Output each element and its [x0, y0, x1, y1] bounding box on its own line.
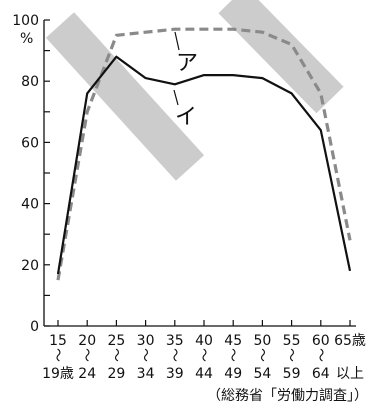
x-tick-label-end: 34 — [137, 366, 155, 382]
series-line-a — [56, 27, 352, 281]
x-tick-label: 65歳 — [334, 333, 366, 349]
watermark — [45, 0, 344, 181]
x-tick-tilde: 〜 — [195, 348, 211, 362]
x-tick-label: 15 — [49, 333, 67, 349]
series-label-a: ア — [176, 51, 198, 76]
series-label-leader — [173, 89, 179, 106]
x-tick-label-end: 以上 — [336, 366, 364, 382]
x-tick-label-end: 19歳 — [42, 366, 74, 382]
y-tick-label: 80 — [21, 74, 39, 90]
x-tick-tilde: 〜 — [283, 348, 299, 362]
y-tick-label: 0 — [30, 319, 39, 335]
x-tick-tilde: 〜 — [78, 348, 94, 362]
x-tick-label: 30 — [137, 333, 155, 349]
x-tick-label: 40 — [195, 333, 213, 349]
y-tick-label: 20 — [21, 258, 39, 274]
x-axis: 15〜19歳20〜2425〜2930〜3435〜3940〜4445〜4950〜5… — [42, 320, 366, 382]
y-axis: 0 20 40 60 80 100 — [12, 13, 50, 335]
x-tick-label-end: 24 — [78, 366, 96, 382]
x-tick-label-end: 29 — [107, 366, 125, 382]
x-tick-label: 60 — [312, 333, 330, 349]
x-tick-tilde: 〜 — [49, 348, 65, 362]
x-tick-tilde: 〜 — [224, 348, 240, 362]
y-tick-label: 40 — [21, 197, 39, 213]
x-tick-label: 50 — [253, 333, 271, 349]
x-tick-label: 45 — [224, 333, 242, 349]
series-label-i: イ — [175, 105, 197, 130]
watermark-stripe — [45, 12, 205, 181]
source-label: （総務省「労働力調査」） — [207, 388, 368, 404]
x-tick-label-end: 54 — [253, 366, 271, 382]
x-tick-label: 20 — [78, 333, 96, 349]
x-tick-label: 55 — [283, 333, 301, 349]
x-tick-tilde: 〜 — [137, 348, 153, 362]
y-tick-label: 100 — [12, 13, 39, 29]
x-tick-label-end: 44 — [195, 366, 213, 382]
x-tick-label-end: 49 — [224, 366, 242, 382]
x-tick-tilde: 〜 — [312, 348, 328, 362]
series-line-i — [56, 55, 352, 275]
x-tick-label-end: 59 — [283, 366, 301, 382]
series-labels: アイ — [173, 31, 198, 130]
y-tick-label: 60 — [21, 135, 39, 151]
series-label-leader — [174, 31, 180, 51]
series-group — [56, 27, 352, 281]
x-tick-label: 25 — [107, 333, 125, 349]
x-tick-label: 35 — [166, 333, 184, 349]
x-tick-label-end: 64 — [312, 366, 330, 382]
x-tick-tilde: 〜 — [107, 348, 123, 362]
x-tick-tilde: 〜 — [166, 348, 182, 362]
x-tick-tilde: 〜 — [253, 348, 269, 362]
x-tick-label-end: 39 — [166, 366, 184, 382]
y-unit-label: % — [20, 31, 33, 47]
watermark-stripe — [218, 0, 344, 114]
